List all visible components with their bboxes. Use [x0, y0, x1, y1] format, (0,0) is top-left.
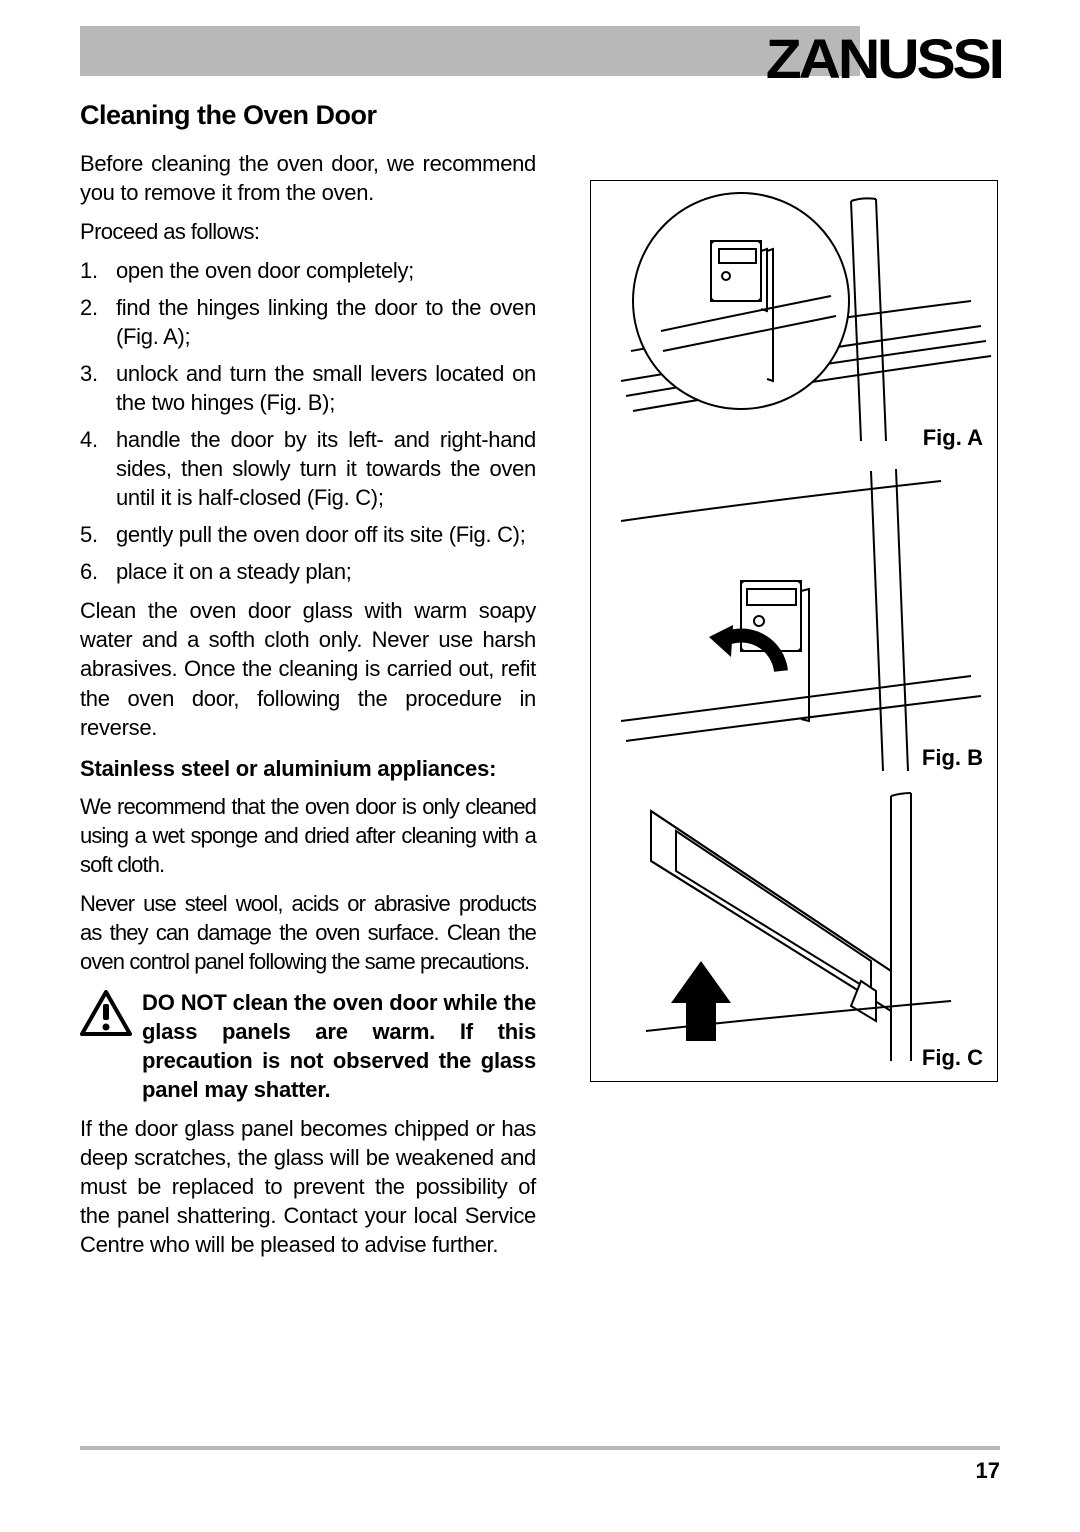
section-title: Cleaning the Oven Door	[80, 100, 536, 131]
right-column: Fig. A	[590, 180, 1000, 1082]
stainless-subhead: Stainless steel or aluminium appliances:	[80, 756, 536, 782]
figure-a: Fig. A	[591, 181, 997, 461]
stainless-p1: We recommend that the oven door is only …	[80, 792, 536, 879]
figure-a-label: Fig. A	[923, 425, 983, 451]
stainless-p2: Never use steel wool, acids or abrasive …	[80, 889, 536, 976]
left-column: Cleaning the Oven Door Before cleaning t…	[80, 100, 536, 1269]
step-item: unlock and turn the small levers located…	[80, 359, 536, 417]
figure-c: Fig. C	[591, 781, 997, 1081]
intro-paragraph: Before cleaning the oven door, we recomm…	[80, 149, 536, 207]
chipped-paragraph: If the door glass panel becomes chipped …	[80, 1114, 536, 1259]
step-item: open the oven door completely;	[80, 256, 536, 285]
after-steps-paragraph: Clean the oven door glass with warm soap…	[80, 596, 536, 741]
step-item: gently pull the oven door off its site (…	[80, 520, 536, 549]
steps-list: open the oven door completely; find the …	[80, 256, 536, 586]
figure-c-label: Fig. C	[922, 1045, 983, 1071]
warning-text: DO NOT clean the oven door while the gla…	[142, 988, 536, 1104]
figure-b: Fig. B	[591, 461, 997, 781]
proceed-label: Proceed as follows:	[80, 217, 536, 246]
brand-logo: ZANUSSI	[766, 26, 1002, 91]
warning-block: DO NOT clean the oven door while the gla…	[80, 988, 536, 1104]
figure-box: Fig. A	[590, 180, 998, 1082]
page-content: Cleaning the Oven Door Before cleaning t…	[80, 100, 1000, 1269]
step-item: find the hinges linking the door to the …	[80, 293, 536, 351]
page-number: 17	[976, 1458, 1000, 1484]
step-item: place it on a steady plan;	[80, 557, 536, 586]
header-bar	[80, 26, 860, 76]
step-item: handle the door by its left- and right-h…	[80, 425, 536, 512]
footer-rule	[80, 1446, 1000, 1450]
figure-b-label: Fig. B	[922, 745, 983, 771]
warning-icon	[80, 990, 136, 1041]
